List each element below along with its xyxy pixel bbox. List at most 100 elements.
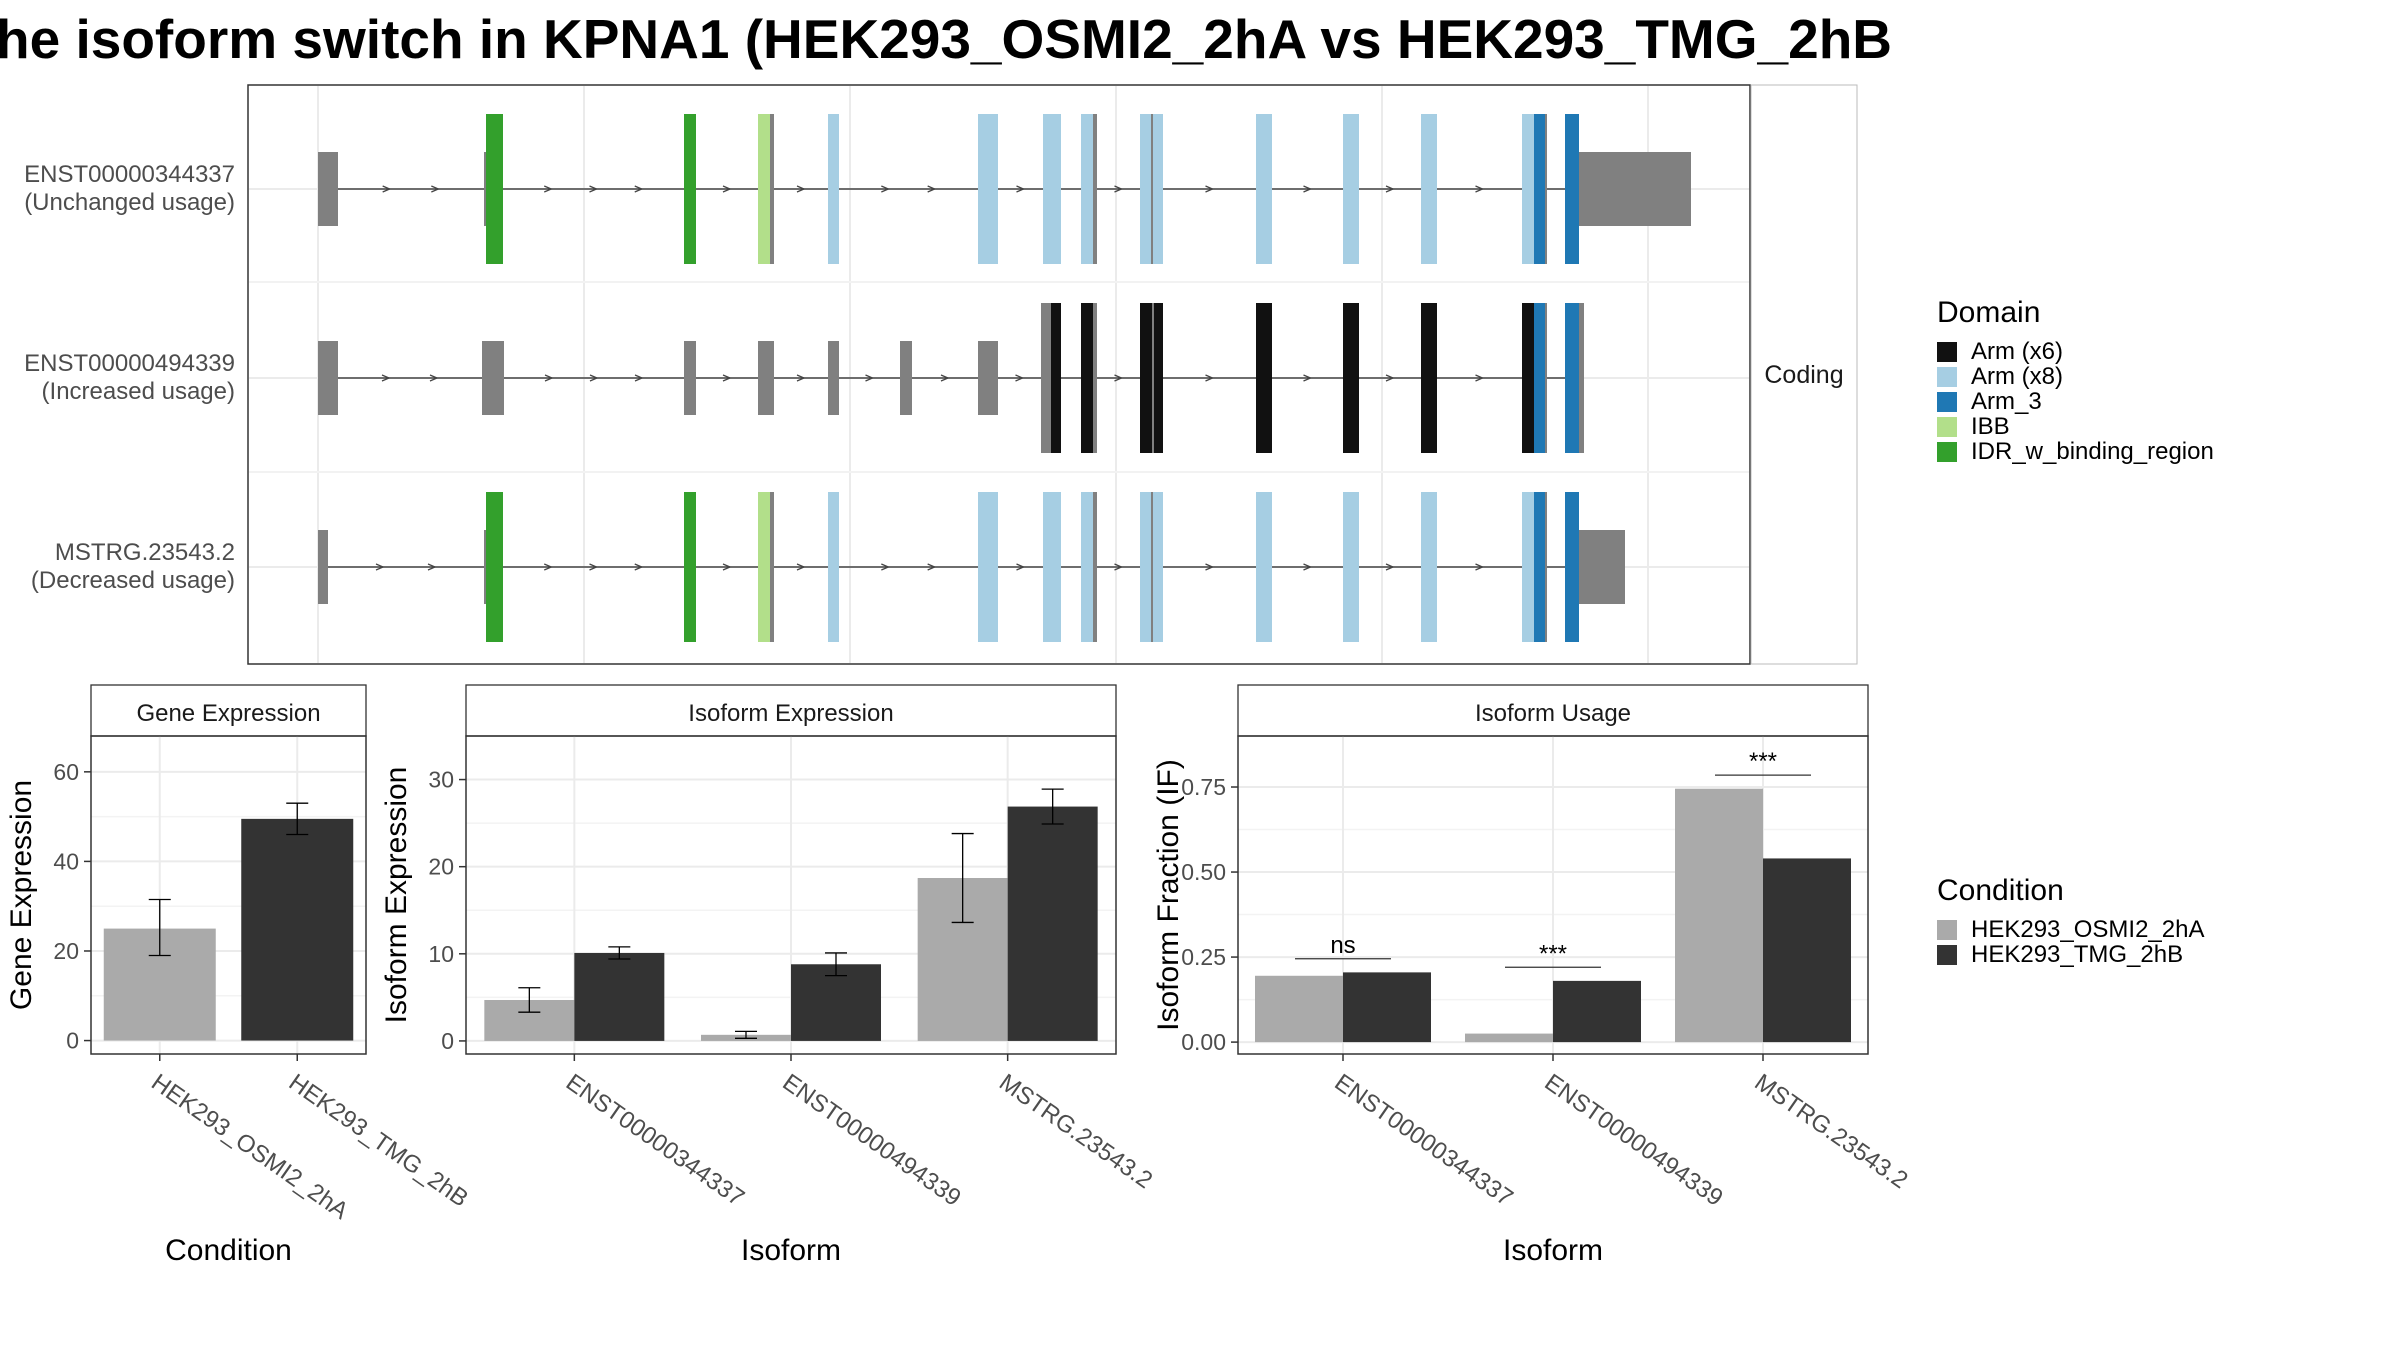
bar [1007,806,1098,1041]
legend-key [1937,417,1957,437]
error-bar [1041,788,1064,825]
exon [1151,114,1153,264]
intron-arrow [634,374,644,382]
exon [1579,303,1584,453]
exon [318,152,338,226]
domain-exon [1534,114,1545,264]
error-bar [608,946,631,960]
error-bar [518,987,541,1013]
intron-arrow [427,563,437,571]
intron-arrow [1205,185,1215,193]
intron-arrow [589,563,599,571]
domain-exon [1081,303,1093,453]
bar [1343,972,1431,1043]
domain-exon [1522,303,1534,453]
intron-arrow [1385,563,1395,571]
chart-title: Isoform Usage [1475,700,1631,727]
error-bar [148,898,171,957]
y-tick-label: 40 [53,848,79,874]
exon [758,341,774,415]
exon [484,530,486,604]
domain-exon [1343,114,1359,264]
facet-strip-coding [1750,84,1858,665]
intron-arrow [1114,374,1124,382]
isoform-label-1: ENST00000344337 (Unchanged usage) [24,161,235,216]
domain-exon [1256,303,1272,453]
domain-exon [1081,114,1093,264]
intron-arrow [881,185,890,193]
exon [484,152,486,226]
domain-exon [1140,114,1151,264]
significance-label: ns [1330,932,1355,959]
panel-border [90,735,367,1055]
legend-key [1937,342,1957,362]
intron-arrow [381,374,391,382]
intron-arrow [1303,374,1313,382]
domain-exon [1081,492,1093,642]
domain-exon [1256,114,1272,264]
domain-exon [1565,492,1579,642]
intron-arrow [375,563,385,571]
intron-arrow [796,563,806,571]
intron-arrow [429,374,439,382]
exon [1151,492,1153,642]
x-tick-label: MSTRG.23543.2 [994,1069,1157,1194]
exon [1093,114,1097,264]
intron-arrow [865,374,875,382]
isoform-track [318,492,1625,642]
domain-exon [1140,303,1152,453]
isoform-usage-label: (Decreased usage) [31,567,235,594]
domain-exon [828,492,839,642]
domain-exon [1153,492,1163,642]
facet-strip-label: Coding [1764,361,1843,389]
domain-exon [1522,492,1534,642]
significance-label: *** [1539,940,1567,967]
legend-label: HEK293_TMG_2hB [1971,941,2183,968]
intron-arrow [1016,563,1026,571]
domain-exon [1534,303,1545,453]
bar [241,818,354,1041]
y-axis-title: Gene Expression [5,780,38,1010]
y-tick-label: 0.75 [1181,774,1226,800]
domain-exon [1043,492,1051,642]
exon [318,341,338,415]
y-axis-title: Isoform Fraction (IF) [1152,759,1185,1031]
legend-title: Domain [1937,296,2040,329]
isoform-track [318,303,1584,453]
domain-exon [988,492,998,642]
chart-title: Gene Expression [136,700,320,727]
exon [482,341,504,415]
intron-arrow [1475,374,1485,382]
bar-chart-2: Isoform Expression 0 10 20 30 ENST00000344337… [380,684,1157,1267]
intron-arrow [589,185,599,193]
intron-arrow [543,563,553,571]
exon [1591,530,1625,604]
exon [1152,303,1154,453]
error-bar [825,952,847,977]
domain-exon [1051,492,1061,642]
x-tick-label: ENST00000344337 [1330,1069,1518,1212]
domain-exon [1154,303,1163,453]
exon [900,341,912,415]
intron-arrow [634,185,644,193]
exon [978,341,998,415]
intron-arrow [431,185,440,193]
exon [1093,303,1097,453]
exon [1591,152,1691,226]
exon [770,114,774,264]
y-tick-label: 20 [53,938,79,964]
domain-exon [1343,492,1359,642]
exon [770,492,774,642]
legend-label: Arm (x8) [1971,363,2063,390]
legend-title: Condition [1937,874,2064,907]
intron-arrow [382,185,392,193]
y-tick-label: 0 [441,1028,454,1054]
domain-exon [1153,114,1163,264]
legend-items: Arm (x6)Arm (x8)Arm_3IBBIDR_w_binding_re… [1937,338,2214,465]
y-axis-title: Isoform Expression [380,767,413,1024]
domain-exon [1051,303,1061,453]
intron-arrow [1303,185,1313,193]
intron-arrow [881,563,890,571]
